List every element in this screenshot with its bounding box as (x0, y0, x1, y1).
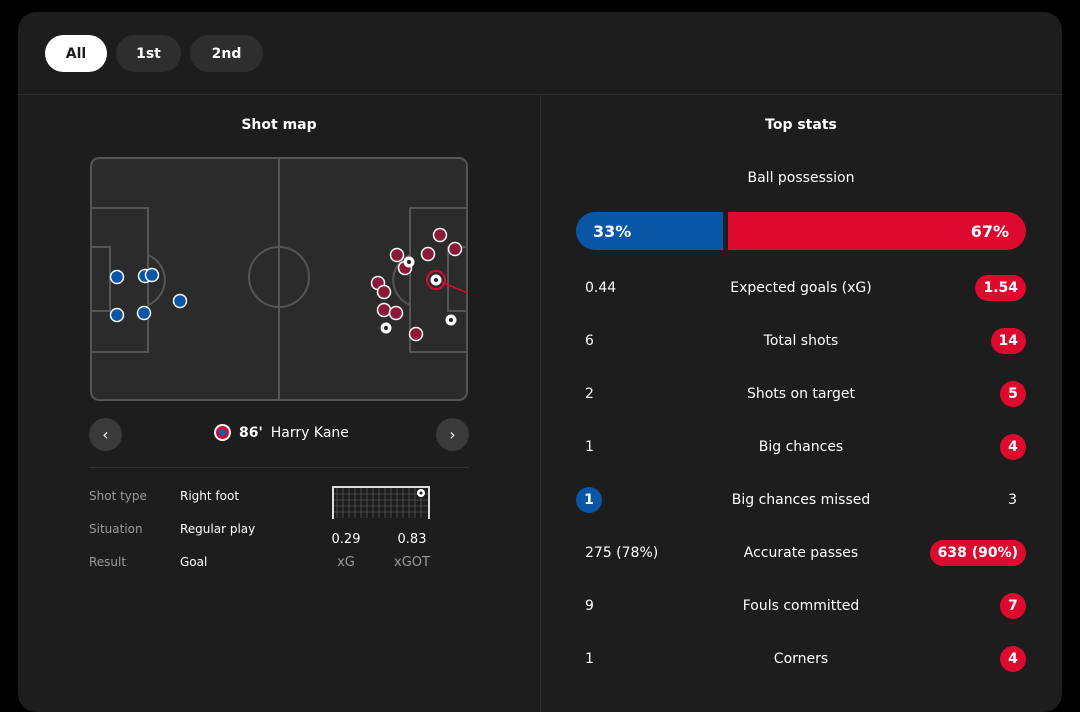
xgot-label: xGOT (394, 555, 430, 570)
away-shot-marker[interactable] (376, 302, 392, 318)
xgot-value: 0.83 (397, 532, 427, 547)
home-shot-marker[interactable] (109, 269, 125, 285)
stat-home-value: 275 (78%) (585, 545, 659, 561)
stat-away-value: 7 (1000, 593, 1026, 619)
away-shot-marker[interactable] (388, 305, 404, 321)
chevron-right-icon: › (449, 425, 456, 444)
stat-home-value: 1 (585, 651, 594, 667)
stat-away-value: 5 (1000, 381, 1026, 407)
stat-row: 9 Fouls committed 7 (576, 592, 1026, 620)
possession-bar: 33% 67% (576, 212, 1026, 250)
stat-home-value: 0.44 (585, 280, 617, 296)
left-six-yard-box (90, 246, 111, 312)
away-shot-marker[interactable] (389, 247, 405, 263)
possession-home: 33% (576, 212, 723, 250)
stat-away-value: 4 (1000, 646, 1026, 672)
stat-away-value: 14 (990, 328, 1026, 354)
stat-home-value: 9 (585, 598, 594, 614)
goal-frame-diagram (332, 486, 430, 519)
stat-away-value: 4 (1000, 434, 1026, 460)
stat-row: 0.44 Expected goals (xG) 1.54 (576, 274, 1026, 302)
possession-away: 67% (727, 212, 1026, 250)
stat-row: 6 Total shots 14 (576, 327, 1026, 355)
match-stats-card: All 1st 2nd Shot map ‹ 86' Harry Kane › … (18, 12, 1062, 712)
possession-label: Ball possession (747, 170, 855, 186)
stat-row: 2 Shots on target 5 (576, 380, 1026, 408)
shot-type-label: Shot type (89, 489, 147, 503)
period-tabs: All 1st 2nd (45, 35, 263, 72)
away-shot-marker[interactable] (432, 227, 448, 243)
shot-map-title: Shot map (241, 117, 317, 133)
situation-label: Situation (89, 522, 143, 536)
header-divider (18, 94, 1062, 95)
top-stats-title: Top stats (765, 117, 837, 133)
stat-label: Expected goals (xG) (730, 280, 872, 296)
situation-value: Regular play (180, 522, 256, 536)
stat-label: Shots on target (746, 386, 855, 402)
chevron-left-icon: ‹ (102, 425, 109, 444)
result-label: Result (89, 555, 127, 569)
stat-home-value: 6 (585, 333, 594, 349)
shot-map-pitch[interactable] (90, 157, 468, 401)
tab-2nd[interactable]: 2nd (190, 35, 263, 72)
away-shot-marker[interactable] (408, 326, 424, 342)
stat-label: Total shots (763, 333, 839, 349)
shot-minute: 86' (239, 424, 263, 441)
stat-label: Accurate passes (743, 545, 859, 561)
home-shot-marker[interactable] (109, 307, 125, 323)
stat-away-value: 3 (1008, 492, 1017, 508)
stat-label: Big chances (758, 439, 844, 455)
center-circle (248, 246, 310, 308)
xg-label: xG (337, 555, 355, 570)
stat-row: 1 Big chances 4 (576, 433, 1026, 461)
shot-type-value: Right foot (180, 489, 240, 503)
home-shot-marker[interactable] (144, 267, 160, 283)
ball-pattern (449, 318, 453, 322)
stat-row: 1 Corners 4 (576, 645, 1026, 673)
right-penalty-arc (392, 254, 411, 306)
column-divider (540, 95, 541, 712)
selected-shot-ring[interactable] (426, 270, 446, 290)
stat-home-value: 2 (585, 386, 594, 402)
xg-value: 0.29 (331, 532, 361, 547)
selected-shot-trajectory (435, 279, 468, 294)
tab-1st[interactable]: 1st (116, 35, 181, 72)
stat-row: 275 (78%) Accurate passes 638 (90%) (576, 539, 1026, 567)
away-shot-marker[interactable] (376, 284, 392, 300)
ball-pattern (407, 260, 411, 264)
home-shot-marker[interactable] (136, 305, 152, 321)
next-shot-button[interactable]: › (436, 418, 469, 451)
selected-shot-player: 86' Harry Kane (214, 424, 349, 441)
club-badge-icon (214, 424, 231, 441)
stat-label: Big chances missed (731, 492, 871, 508)
home-shot-marker[interactable] (172, 293, 188, 309)
ball-pattern (434, 278, 438, 282)
stat-home-value: 1 (576, 487, 602, 513)
shot-detail-divider (89, 467, 469, 468)
stat-label: Corners (773, 651, 829, 667)
stat-label: Fouls committed (742, 598, 860, 614)
stat-away-value: 638 (90%) (929, 540, 1026, 566)
left-penalty-arc (147, 254, 166, 306)
ball-pattern (384, 326, 388, 330)
player-name: Harry Kane (270, 424, 349, 441)
result-value: Goal (180, 555, 208, 569)
stat-row: 1 Big chances missed 3 (576, 486, 1026, 514)
away-shot-marker[interactable] (420, 246, 436, 262)
away-shot-marker[interactable] (447, 241, 463, 257)
stat-home-value: 1 (585, 439, 594, 455)
previous-shot-button[interactable]: ‹ (89, 418, 122, 451)
tab-all[interactable]: All (45, 35, 107, 72)
stat-away-value: 1.54 (975, 275, 1026, 301)
